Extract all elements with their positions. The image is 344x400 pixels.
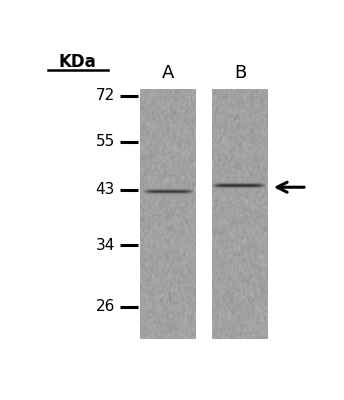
Text: 34: 34 xyxy=(96,238,115,253)
Text: 43: 43 xyxy=(96,182,115,197)
Text: 72: 72 xyxy=(96,88,115,103)
Text: A: A xyxy=(162,64,174,82)
Text: 55: 55 xyxy=(96,134,115,150)
Text: B: B xyxy=(234,64,246,82)
Text: KDa: KDa xyxy=(59,53,97,71)
Text: 26: 26 xyxy=(96,299,115,314)
